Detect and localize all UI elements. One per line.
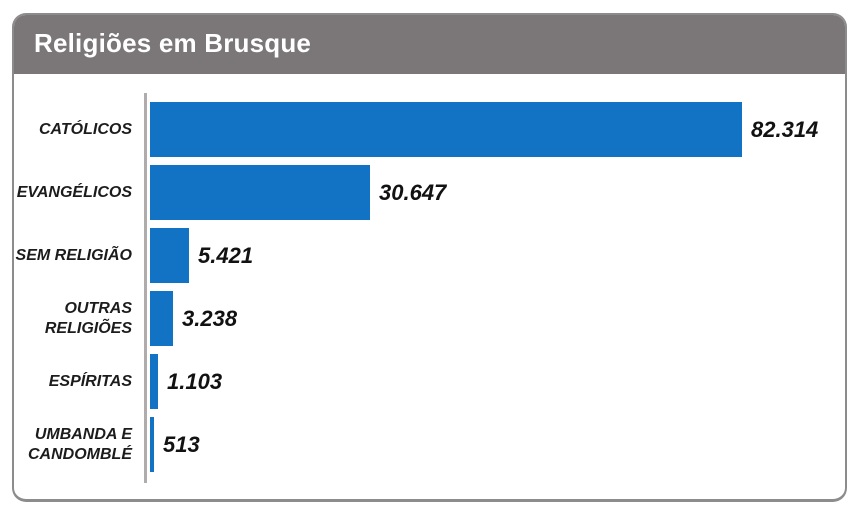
chart-row: ESPÍRITAS 1.103 (14, 354, 845, 409)
category-label: SEM RELIGIÃO (15, 246, 132, 264)
chart-card: Religiões em Brusque CATÓLICOS 82.314 EVAN… (12, 13, 847, 502)
value-label: 3.238 (182, 305, 238, 331)
chart-title: Religiões em Brusque (34, 28, 312, 58)
value-label: 30.647 (379, 179, 447, 205)
value-label: 513 (163, 431, 200, 457)
category-label: EVANGÉLICOS (16, 183, 132, 201)
bar-track: 513 (150, 417, 845, 472)
bar (150, 102, 742, 157)
chart-header: Religiões em Brusque (14, 15, 845, 74)
bar (150, 417, 154, 472)
y-axis-line (144, 93, 147, 483)
chart-row: EVANGÉLICOS 30.647 (14, 165, 845, 220)
bar-track: 5.421 (150, 228, 845, 283)
bar (150, 291, 173, 346)
bar (150, 354, 158, 409)
bar (150, 165, 370, 220)
bar (150, 228, 189, 283)
bar-track: 3.238 (150, 291, 845, 346)
bar-chart: CATÓLICOS 82.314 EVANGÉLICOS 30.647 SEM RELI… (14, 74, 845, 483)
chart-row: CATÓLICOS 82.314 (14, 102, 845, 157)
bar-track: 30.647 (150, 165, 845, 220)
category-label: UMBANDA E CANDOMBLÉ (28, 426, 132, 463)
chart-row: UMBANDA E CANDOMBLÉ 513 (14, 417, 845, 472)
value-label: 5.421 (198, 242, 254, 268)
bar-track: 1.103 (150, 354, 845, 409)
category-label: OUTRAS RELIGIÕES (44, 300, 132, 337)
value-label: 82.314 (751, 116, 819, 142)
category-label: CATÓLICOS (38, 120, 132, 138)
value-label: 1.103 (167, 368, 223, 394)
chart-rows: CATÓLICOS 82.314 EVANGÉLICOS 30.647 SEM RELI… (14, 102, 845, 472)
category-label: ESPÍRITAS (48, 372, 132, 390)
chart-row: SEM RELIGIÃO 5.421 (14, 228, 845, 283)
chart-row: OUTRAS RELIGIÕES 3.238 (14, 291, 845, 346)
bar-track: 82.314 (150, 102, 845, 157)
